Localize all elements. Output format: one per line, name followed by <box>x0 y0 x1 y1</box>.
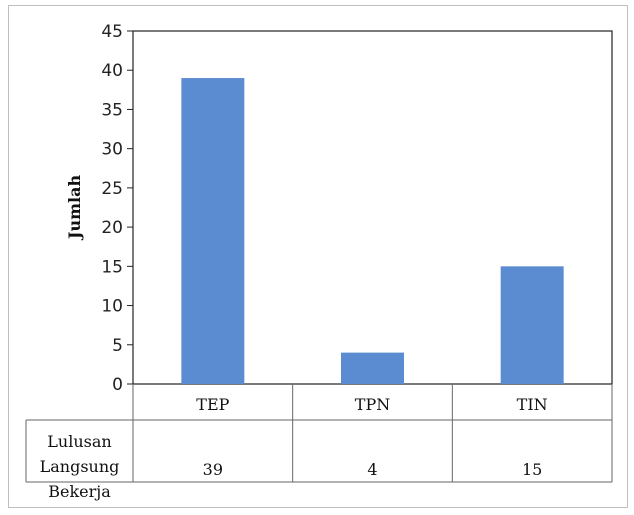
chart-frame <box>8 5 628 508</box>
y-tick-label: 40 <box>101 61 123 81</box>
y-tick-label: 5 <box>112 336 123 356</box>
y-tick-label: 15 <box>101 257 123 277</box>
category-label-tpn: TPN <box>355 395 390 414</box>
y-tick-label: 35 <box>101 100 123 120</box>
y-tick-label: 20 <box>101 218 123 238</box>
bar-tep <box>181 78 245 385</box>
data-table-row-label: Lulusan <box>47 432 111 451</box>
data-table-value-tin: 15 <box>522 460 542 479</box>
y-tick-label: 25 <box>101 179 123 199</box>
y-tick-label: 30 <box>101 140 123 160</box>
data-table-row-label: Bekerja <box>48 482 111 501</box>
y-tick-label: 45 <box>101 22 123 42</box>
y-axis-title: Jumlah <box>65 175 84 242</box>
data-table-row-label: Langsung <box>40 457 120 476</box>
category-label-tin: TIN <box>517 395 548 414</box>
y-tick-label: 0 <box>112 375 123 395</box>
y-tick-label: 10 <box>101 297 123 317</box>
data-table-value-tpn: 4 <box>367 460 377 479</box>
bar-tpn <box>341 352 404 384</box>
data-table-value-tep: 39 <box>203 460 223 479</box>
bar-tin <box>500 266 564 384</box>
category-label-tep: TEP <box>196 395 229 414</box>
